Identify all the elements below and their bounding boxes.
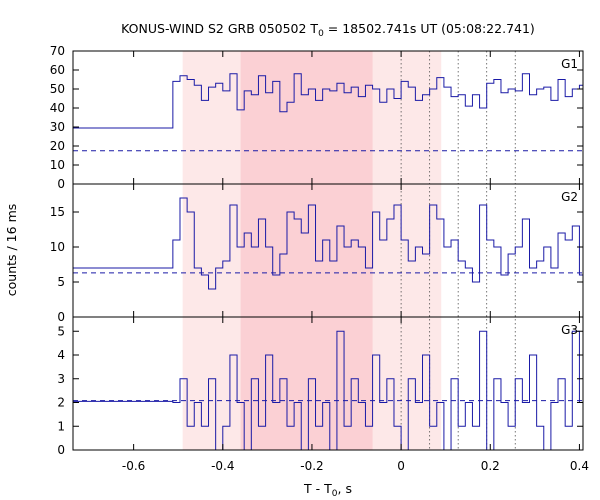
g1-y-tick-label: 60 bbox=[50, 63, 65, 77]
x-tick-label: -0.4 bbox=[211, 459, 234, 473]
x-tick-label: 0.4 bbox=[570, 459, 589, 473]
g1-panel-label: G1 bbox=[561, 57, 578, 71]
x-tick-label: -0.2 bbox=[300, 459, 323, 473]
shaded-interval-2 bbox=[240, 51, 373, 450]
x-axis-label: T - T0, s bbox=[303, 481, 352, 499]
g2-y-tick-label: 10 bbox=[50, 240, 65, 254]
g3-y-tick-label: 3 bbox=[57, 372, 65, 386]
g2-y-tick-label: 5 bbox=[57, 275, 65, 289]
g1-y-tick-label: 50 bbox=[50, 82, 65, 96]
x-tick-label: 0.2 bbox=[481, 459, 500, 473]
g2-y-tick-label: 15 bbox=[50, 205, 65, 219]
g1-y-tick-label: 10 bbox=[50, 158, 65, 172]
g1-y-tick-label: 70 bbox=[50, 44, 65, 58]
x-tick-label: -0.6 bbox=[122, 459, 145, 473]
g3-y-tick-label: 2 bbox=[57, 396, 65, 410]
g3-panel-frame bbox=[72, 316, 584, 451]
g1-y-tick-label: 40 bbox=[50, 101, 65, 115]
g3-y-tick-label: 1 bbox=[57, 419, 65, 433]
g3-y-tick-label: 5 bbox=[57, 324, 65, 338]
chart-title: KONUS-WIND S2 GRB 050502 T0 = 18502.741s… bbox=[121, 21, 535, 39]
g2-panel-label: G2 bbox=[561, 190, 578, 204]
g3-y-tick-label: 4 bbox=[57, 348, 65, 362]
g3-panel-label: G3 bbox=[561, 323, 578, 337]
g1-y-tick-label: 20 bbox=[50, 139, 65, 153]
y-axis-label: counts / 16 ms bbox=[4, 204, 19, 297]
g1-y-tick-label: 0 bbox=[57, 177, 65, 191]
g2-y-tick-label: 0 bbox=[57, 310, 65, 324]
g1-y-tick-label: 30 bbox=[50, 120, 65, 134]
g3-y-tick-label: 0 bbox=[57, 443, 65, 457]
x-tick-label: 0 bbox=[397, 459, 405, 473]
